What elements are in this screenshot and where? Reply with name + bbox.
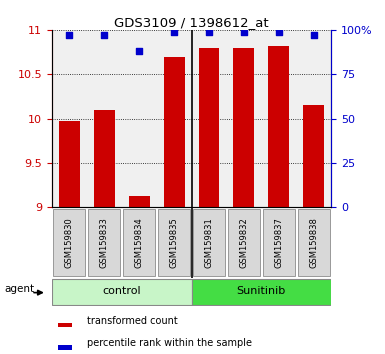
Bar <box>268 46 289 207</box>
Point <box>101 33 107 38</box>
Bar <box>199 48 219 207</box>
Bar <box>192 279 331 305</box>
Bar <box>129 195 150 207</box>
Bar <box>233 48 254 207</box>
Bar <box>54 209 85 276</box>
Point <box>311 33 317 38</box>
Point <box>171 29 177 35</box>
Text: control: control <box>102 286 141 297</box>
Title: GDS3109 / 1398612_at: GDS3109 / 1398612_at <box>114 16 269 29</box>
Text: GSM159838: GSM159838 <box>309 217 318 268</box>
Point <box>66 33 72 38</box>
Point <box>241 29 247 35</box>
Point <box>206 29 212 35</box>
Text: transformed count: transformed count <box>87 316 177 326</box>
Bar <box>59 121 80 207</box>
Bar <box>158 209 190 276</box>
Text: GSM159834: GSM159834 <box>135 217 144 268</box>
Bar <box>59 345 72 350</box>
Text: percentile rank within the sample: percentile rank within the sample <box>87 338 252 348</box>
Bar <box>263 209 295 276</box>
Bar <box>123 209 155 276</box>
Bar <box>88 209 121 276</box>
Bar <box>52 279 192 305</box>
Text: agent: agent <box>4 284 34 294</box>
Text: GSM159831: GSM159831 <box>204 217 214 268</box>
Point <box>276 29 282 35</box>
Point <box>136 48 142 54</box>
Bar <box>59 323 72 327</box>
Bar <box>164 57 184 207</box>
Text: GSM159833: GSM159833 <box>100 217 109 268</box>
Text: GSM159832: GSM159832 <box>239 217 248 268</box>
Bar <box>303 105 324 207</box>
Text: GSM159830: GSM159830 <box>65 217 74 268</box>
Text: Sunitinib: Sunitinib <box>237 286 286 297</box>
Bar <box>94 110 115 207</box>
Bar <box>228 209 260 276</box>
Bar <box>193 209 225 276</box>
Bar <box>298 209 330 276</box>
Text: GSM159835: GSM159835 <box>169 217 179 268</box>
Text: GSM159837: GSM159837 <box>274 217 283 268</box>
